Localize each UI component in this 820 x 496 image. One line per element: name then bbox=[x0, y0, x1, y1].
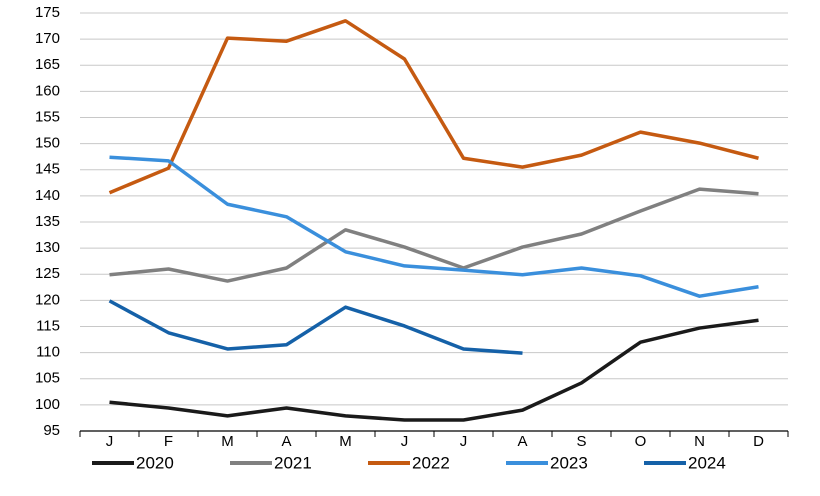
x-tick-label: A bbox=[517, 433, 527, 450]
y-tick-label: 100 bbox=[35, 396, 60, 413]
x-tick-label: M bbox=[339, 433, 352, 450]
x-tick-label: J bbox=[106, 433, 114, 450]
legend-label: 2024 bbox=[688, 453, 726, 472]
series-line bbox=[108, 299, 523, 355]
y-tick-label: 175 bbox=[35, 4, 60, 21]
y-tick-label: 120 bbox=[35, 291, 60, 308]
y-tick-label: 170 bbox=[35, 30, 60, 47]
legend-label: 2022 bbox=[412, 453, 450, 472]
x-tick-label: D bbox=[753, 433, 764, 450]
y-tick-label: 155 bbox=[35, 108, 60, 125]
x-tick-label: J bbox=[401, 433, 409, 450]
y-tick-label: 150 bbox=[35, 135, 60, 152]
x-tick-label: M bbox=[221, 433, 234, 450]
x-tick-label: S bbox=[576, 433, 586, 450]
y-tick-label: 105 bbox=[35, 370, 60, 387]
series-line bbox=[109, 155, 759, 298]
legend-label: 2020 bbox=[136, 453, 174, 472]
x-tick-label: F bbox=[164, 433, 173, 450]
y-tick-label: 160 bbox=[35, 82, 60, 99]
series-line bbox=[108, 19, 759, 195]
legend-label: 2023 bbox=[550, 453, 588, 472]
x-tick-label: O bbox=[635, 433, 647, 450]
y-tick-label: 125 bbox=[35, 265, 60, 282]
y-tick-label: 145 bbox=[35, 161, 60, 178]
y-tick-label: 165 bbox=[35, 56, 60, 73]
legend-label: 2021 bbox=[274, 453, 312, 472]
y-tick-label: 130 bbox=[35, 239, 60, 256]
x-tick-label: A bbox=[281, 433, 291, 450]
y-tick-label: 115 bbox=[36, 317, 60, 334]
y-tick-label: 135 bbox=[35, 213, 60, 230]
y-tick-label: 140 bbox=[35, 187, 60, 204]
series-line bbox=[109, 318, 759, 422]
series-line bbox=[109, 187, 759, 283]
y-tick-label: 110 bbox=[36, 344, 60, 361]
x-tick-label: J bbox=[460, 433, 468, 450]
x-tick-label: N bbox=[694, 433, 705, 450]
y-tick-label: 95 bbox=[43, 422, 60, 439]
